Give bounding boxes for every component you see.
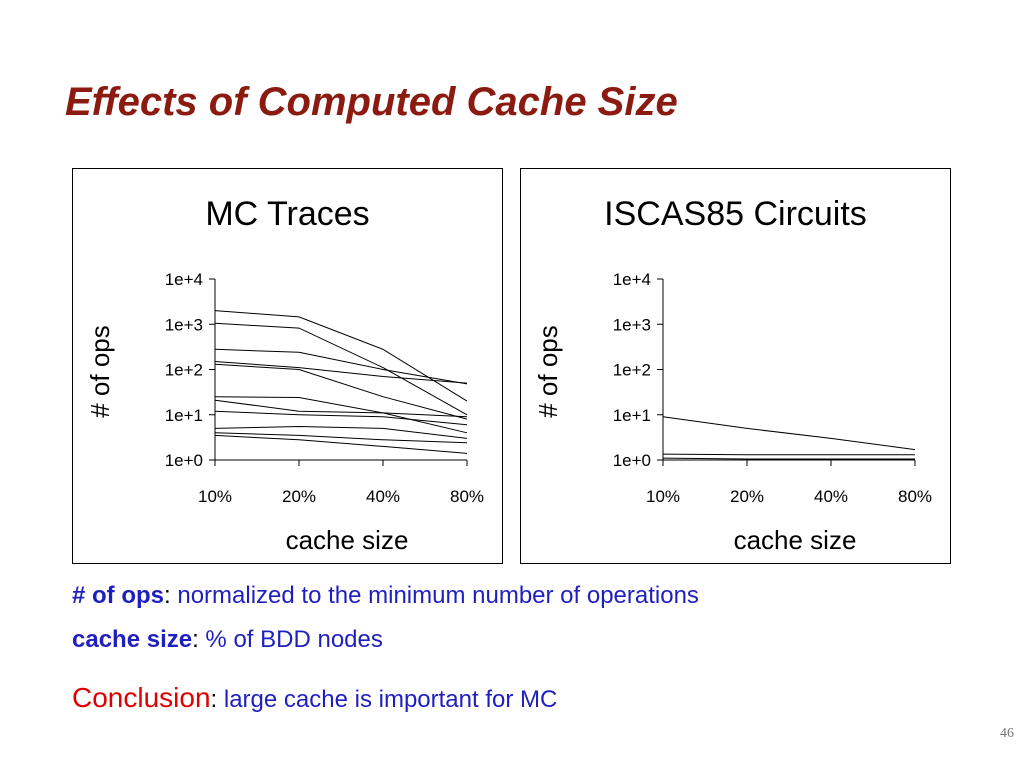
- chart-iscas85-circuits: ISCAS85 Circuits 1e+0 1e+1 1e+2 1e+3 1e+4 10% 2…: [533, 195, 932, 555]
- series-line-8: [214, 410, 468, 426]
- y-tick-label: 1e+2: [165, 361, 203, 380]
- y-tick-label: 1e+4: [613, 270, 651, 289]
- y-tick-label: 1e+0: [165, 451, 203, 470]
- series-line-5: [214, 363, 468, 420]
- x-axis-label: cache size: [734, 525, 857, 555]
- series-line-1: [662, 416, 916, 451]
- page-number: 46: [1000, 726, 1014, 741]
- conclusion-text: large cache is important for MC: [217, 686, 558, 713]
- y-tick-label: 1e+2: [613, 361, 651, 380]
- chart-panel-iscas85: ISCAS85 Circuits 1e+0 1e+1 1e+2 1e+3 1e+4 10% 2…: [520, 168, 951, 564]
- series-line-11: [214, 434, 468, 454]
- y-tick-label: 1e+0: [613, 451, 651, 470]
- series-line-6: [214, 396, 468, 434]
- note-text: % of BDD nodes: [198, 626, 383, 653]
- series-line-4: [214, 361, 468, 384]
- note-separator: :: [164, 582, 171, 609]
- note-cache-size: cache size: % of BDD nodes: [72, 626, 383, 654]
- y-axis-label: # of ops: [85, 325, 115, 418]
- y-tick-label: 1e+3: [165, 315, 203, 334]
- x-axis-label: cache size: [286, 525, 409, 555]
- chart-panel-mc-traces: MC Traces 1e+0 1e+1 1e+2 1e+3 1e+4 10% 20% 40% 80…: [72, 168, 503, 564]
- chart-mc-traces: MC Traces 1e+0 1e+1 1e+2 1e+3 1e+4 10% 20% 40% 80…: [85, 195, 484, 555]
- y-tick-label: 1e+4: [165, 270, 203, 289]
- series-line-3: [662, 457, 915, 460]
- y-axis-label: # of ops: [533, 325, 563, 418]
- series-line-9: [214, 425, 468, 439]
- x-tick-label: 20%: [730, 487, 764, 506]
- conclusion: Conclusion: large cache is important for…: [72, 682, 557, 714]
- series-line-2: [662, 453, 915, 456]
- series-line-7: [214, 399, 468, 418]
- slide-title: Effects of Computed Cache Size: [65, 80, 678, 124]
- x-tick-label: 10%: [646, 487, 680, 506]
- conclusion-term: Conclusion: [72, 682, 211, 713]
- x-tick-label: 80%: [450, 487, 484, 506]
- note-separator: :: [192, 626, 199, 653]
- chart-title: MC Traces: [205, 195, 369, 233]
- y-tick-label: 1e+3: [613, 315, 651, 334]
- conclusion-separator: :: [210, 686, 218, 713]
- note-term: cache size: [72, 626, 193, 653]
- series-line-3: [214, 348, 468, 385]
- note-text: normalized to the minimum number of oper…: [170, 582, 699, 609]
- x-tick-label: 40%: [366, 487, 400, 506]
- note-term: # of ops: [72, 582, 165, 609]
- x-tick-label: 40%: [814, 487, 848, 506]
- x-tick-label: 10%: [198, 487, 232, 506]
- y-tick-label: 1e+1: [165, 406, 203, 425]
- series-line-1: [214, 310, 468, 402]
- x-tick-label: 80%: [898, 487, 932, 506]
- series-line-2: [214, 322, 468, 416]
- series-line-10: [214, 432, 468, 444]
- x-tick-label: 20%: [282, 487, 316, 506]
- chart-title: ISCAS85 Circuits: [604, 195, 867, 233]
- y-tick-label: 1e+1: [613, 406, 651, 425]
- note-ops: # of ops: normalized to the minimum numb…: [72, 582, 699, 610]
